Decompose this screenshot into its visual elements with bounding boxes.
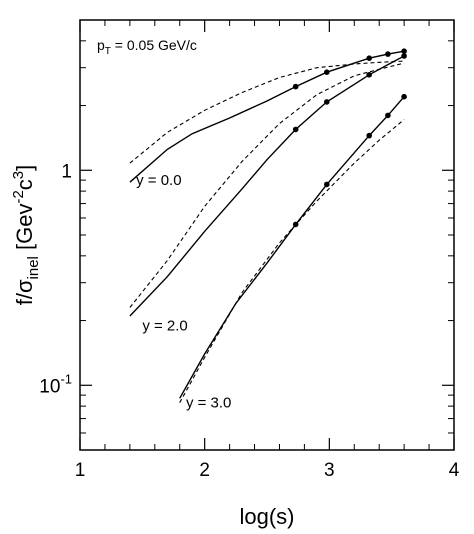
- data-point: [292, 83, 299, 90]
- x-axis-label: log(s): [239, 504, 294, 529]
- x-tick-label: 3: [324, 460, 335, 481]
- data-point: [366, 132, 373, 139]
- data-point: [401, 48, 407, 54]
- data-point: [385, 51, 391, 57]
- series-1: [129, 53, 407, 317]
- solid-curve: [129, 50, 405, 183]
- dashed-curve: [179, 119, 405, 403]
- data-point: [324, 99, 330, 105]
- solid-curve: [179, 96, 405, 399]
- x-tick-label: 2: [199, 460, 210, 481]
- series-2: [179, 93, 407, 403]
- series-0: [129, 48, 407, 183]
- series-label: y = 3.0: [186, 395, 231, 412]
- data-point: [366, 72, 373, 78]
- plot-frame: [79, 19, 455, 451]
- y-axis-label: f/σinel [Gev-2c3]: [10, 165, 42, 306]
- dashed-curve: [129, 62, 405, 308]
- data-point: [292, 221, 299, 228]
- x-tick-label: 4: [449, 460, 460, 481]
- data-point: [324, 69, 330, 75]
- pt-annotation: pT = 0.05 GeV/c: [97, 37, 197, 57]
- dashed-curve: [129, 60, 405, 164]
- data-point: [401, 93, 407, 100]
- x-tick-label: 1: [75, 460, 86, 481]
- series-label: y = 0.0: [136, 172, 181, 189]
- series-label: y = 2.0: [142, 317, 187, 334]
- data-point: [324, 181, 330, 188]
- y-tick-label: 1: [61, 161, 72, 182]
- data-point: [366, 55, 373, 61]
- data-point: [401, 53, 407, 59]
- solid-curve: [129, 55, 405, 317]
- y-tick-label: 10-1: [39, 371, 72, 397]
- data-point: [292, 126, 299, 133]
- data-point: [385, 112, 391, 119]
